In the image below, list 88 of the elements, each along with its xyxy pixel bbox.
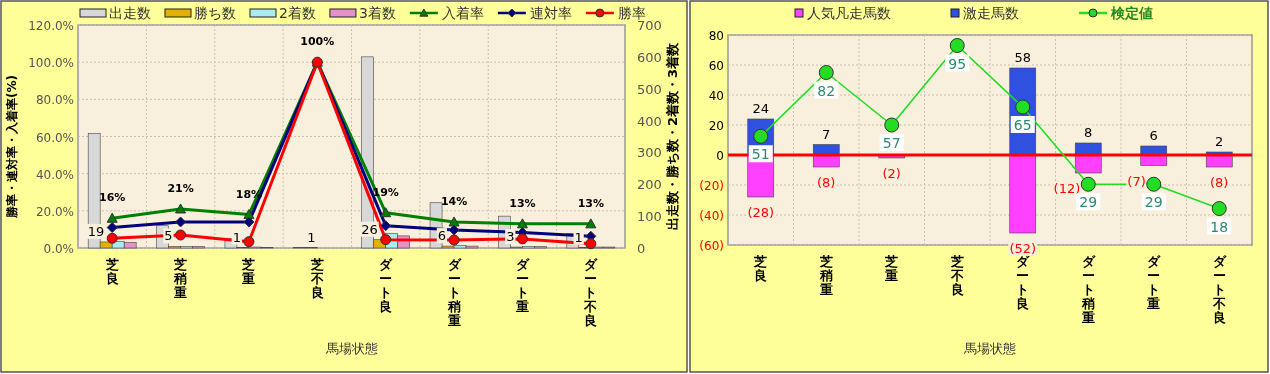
annotation: 95 xyxy=(948,55,967,72)
annotation: 51 xyxy=(751,146,770,163)
data-label: 7 xyxy=(822,126,831,142)
x-tick-label: 芝良 xyxy=(104,257,119,286)
annotation: 29 xyxy=(1079,194,1098,211)
x-tick-label: ダート重 xyxy=(514,257,530,314)
x-tick-label: 芝稍重 xyxy=(173,257,188,300)
legend-label: 3着数 xyxy=(358,5,396,21)
annotation: 65 xyxy=(1013,117,1032,133)
data-label: 13% xyxy=(577,196,604,210)
annotation: 82 xyxy=(817,82,836,99)
data-label: (8) xyxy=(817,175,836,190)
legend-label: 検定値 xyxy=(1110,5,1153,21)
data-label: 16% xyxy=(99,191,126,205)
y-tick-label: 80 xyxy=(708,29,724,43)
y-tick-label: 20.0% xyxy=(35,204,74,219)
y2-tick-label: 700 xyxy=(637,18,662,33)
data-label: 6 xyxy=(1149,128,1158,143)
data-label: 13% xyxy=(509,196,536,210)
legend-label: 入着率 xyxy=(441,5,484,21)
x-tick-label: 芝良 xyxy=(753,254,768,283)
x-tick-label: ダート良 xyxy=(379,257,394,314)
y-tick-label: (60) xyxy=(699,239,724,253)
y2-tick-label: 400 xyxy=(637,113,662,129)
legend-label: 勝ち数 xyxy=(194,5,236,21)
y-tick-label: 0.0% xyxy=(43,242,74,256)
x-tick-label: 芝不良 xyxy=(949,254,964,297)
annotation: 18 xyxy=(1210,218,1229,235)
y-tick-label: 20 xyxy=(708,119,724,133)
y-tick-label: 60.0% xyxy=(35,130,74,145)
x-tick-label: ダート重 xyxy=(1146,254,1162,311)
x-tick-label: ダート不良 xyxy=(583,257,599,328)
legend-label: 連対率 xyxy=(529,5,572,21)
y2-tick-label: 100 xyxy=(637,209,662,225)
data-label: 3 xyxy=(506,229,515,245)
y2-tick-label: 300 xyxy=(637,145,662,161)
data-label: 26 xyxy=(361,221,378,237)
y-tick-label: 0 xyxy=(716,149,724,163)
x-tick-label: ダート稍重 xyxy=(446,257,462,328)
data-label: 5 xyxy=(164,228,173,244)
data-label: 19 xyxy=(87,223,105,239)
data-label: 1 xyxy=(307,229,316,245)
y2-tick-label: 500 xyxy=(637,81,662,97)
data-label: 1 xyxy=(232,229,241,245)
data-label: 2 xyxy=(1215,134,1224,149)
legend-label: 出走数 xyxy=(109,5,151,21)
data-label: 1 xyxy=(574,229,583,245)
x-tick-label: ダート不良 xyxy=(1211,254,1227,325)
y-tick-label: 60 xyxy=(708,59,724,73)
y2-tick-label: 200 xyxy=(637,177,662,193)
x-axis-title: 馬場状態 xyxy=(324,341,378,356)
data-label: 14% xyxy=(440,194,468,208)
y-tick-label: (20) xyxy=(699,179,724,193)
y2-axis-title: 出走数・勝ち数・2着数・3着数 xyxy=(665,41,680,231)
data-label: (2) xyxy=(882,166,901,181)
data-label: (28) xyxy=(747,205,775,220)
y-axis-title: 勝率・連対率・入着率(%) xyxy=(5,75,19,219)
x-tick-label: 芝重 xyxy=(884,254,899,283)
y-tick-label: 100.0% xyxy=(28,56,74,71)
data-label: 8 xyxy=(1084,125,1093,140)
x-tick-label: ダート良 xyxy=(1016,254,1031,311)
y-tick-label: 40.0% xyxy=(35,167,74,182)
y2-tick-label: 0 xyxy=(637,241,646,256)
data-label: (7) xyxy=(1127,173,1146,189)
x-axis-title: 馬場状態 xyxy=(963,341,1016,356)
x-tick-label: ダート稍重 xyxy=(1080,254,1096,325)
y-tick-label: 80.0% xyxy=(35,93,74,108)
y-tick-label: 120.0% xyxy=(28,19,74,33)
data-label: 6 xyxy=(437,228,447,244)
data-label: (52) xyxy=(1009,241,1037,256)
legend-label: 2着数 xyxy=(279,5,316,21)
data-label: (8) xyxy=(1210,175,1229,190)
x-tick-label: 芝不良 xyxy=(309,257,324,300)
legend-label: 人気凡走馬数 xyxy=(807,5,891,21)
data-label: 21% xyxy=(167,181,194,195)
annotation: 29 xyxy=(1144,194,1163,211)
data-label: 24 xyxy=(752,101,770,116)
y-tick-label: 40 xyxy=(708,89,724,103)
x-tick-label: 芝稍重 xyxy=(818,254,833,297)
legend-label: 勝率 xyxy=(617,5,646,21)
x-tick-label: 芝重 xyxy=(241,257,256,286)
data-label: 58 xyxy=(1014,50,1032,65)
y-tick-label: (40) xyxy=(699,209,724,223)
legend-label: 激走馬数 xyxy=(963,5,1019,21)
y2-tick-label: 600 xyxy=(637,49,662,65)
annotation: 57 xyxy=(882,135,901,151)
data-label: 100% xyxy=(300,35,335,49)
data-label: (12) xyxy=(1053,181,1081,196)
